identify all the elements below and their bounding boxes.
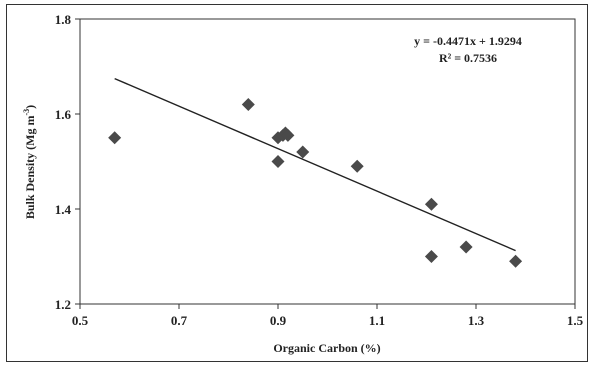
x-tick-label: 0.5 — [72, 313, 89, 328]
x-axis: 0.5 0.7 0.9 1.1 1.3 1.5 — [72, 304, 584, 328]
data-point — [509, 254, 523, 268]
x-axis-title: Organic Carbon (%) — [273, 341, 380, 355]
data-point — [271, 155, 285, 168]
x-tick-label: 0.9 — [270, 313, 287, 328]
y-tick-label: 1.4 — [55, 202, 72, 217]
x-tick-label: 1.3 — [468, 313, 485, 328]
trendline — [114, 77, 516, 252]
data-point — [108, 131, 122, 145]
y-axis-title: Bulk Density (Mg m-3) — [22, 105, 37, 219]
data-point — [241, 98, 255, 111]
data-point — [281, 128, 295, 142]
data-point — [424, 250, 438, 263]
data-point — [350, 159, 364, 173]
data-points — [108, 98, 523, 268]
y-axis-title-main: Bulk Density (Mg m — [23, 115, 37, 219]
x-tick-label: 1.1 — [369, 313, 385, 328]
y-tick-label: 1.8 — [55, 12, 72, 27]
y-axis: 1.2 1.4 1.6 1.8 — [55, 12, 80, 312]
y-axis-title-superscript: -3 — [22, 109, 31, 116]
plot-area — [79, 18, 576, 305]
x-tick-label: 0.7 — [171, 313, 188, 328]
data-point — [459, 240, 473, 254]
trendline-equation: y = -0.4471x + 1.9294 — [414, 34, 522, 48]
data-point — [296, 145, 310, 159]
r-squared-label: R² = 0.7536 — [439, 51, 497, 65]
y-axis-title-tail: ) — [23, 105, 37, 109]
data-point — [424, 197, 438, 211]
y-tick-label: 1.2 — [55, 297, 71, 312]
y-tick-label: 1.6 — [55, 107, 72, 122]
x-tick-label: 1.5 — [567, 313, 584, 328]
